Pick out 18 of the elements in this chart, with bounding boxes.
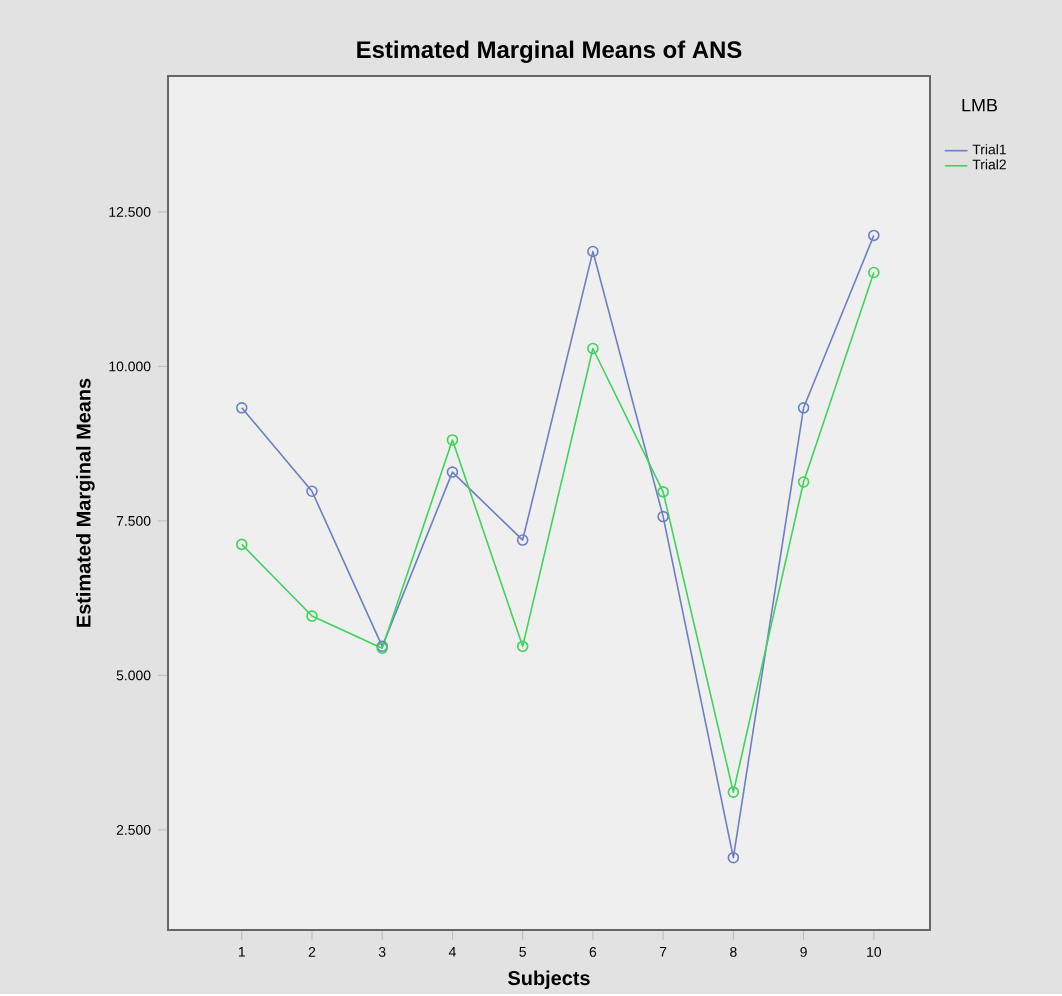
point xyxy=(306,610,318,622)
point xyxy=(306,485,318,498)
point xyxy=(446,466,459,478)
point xyxy=(727,852,740,864)
chart-title: Estimated Marginal Means of ANS xyxy=(357,40,742,64)
point xyxy=(727,786,740,799)
point xyxy=(657,510,669,523)
point xyxy=(797,402,810,414)
point xyxy=(587,245,599,258)
point xyxy=(446,434,459,446)
point xyxy=(797,476,810,488)
point xyxy=(587,342,599,355)
legend-title: LMB xyxy=(962,99,997,112)
point xyxy=(516,534,529,546)
x-axis-title: Subjects xyxy=(508,970,590,990)
point xyxy=(516,640,529,653)
y-axis-title: Estimated Marginal Means xyxy=(76,378,95,627)
point xyxy=(657,486,669,498)
